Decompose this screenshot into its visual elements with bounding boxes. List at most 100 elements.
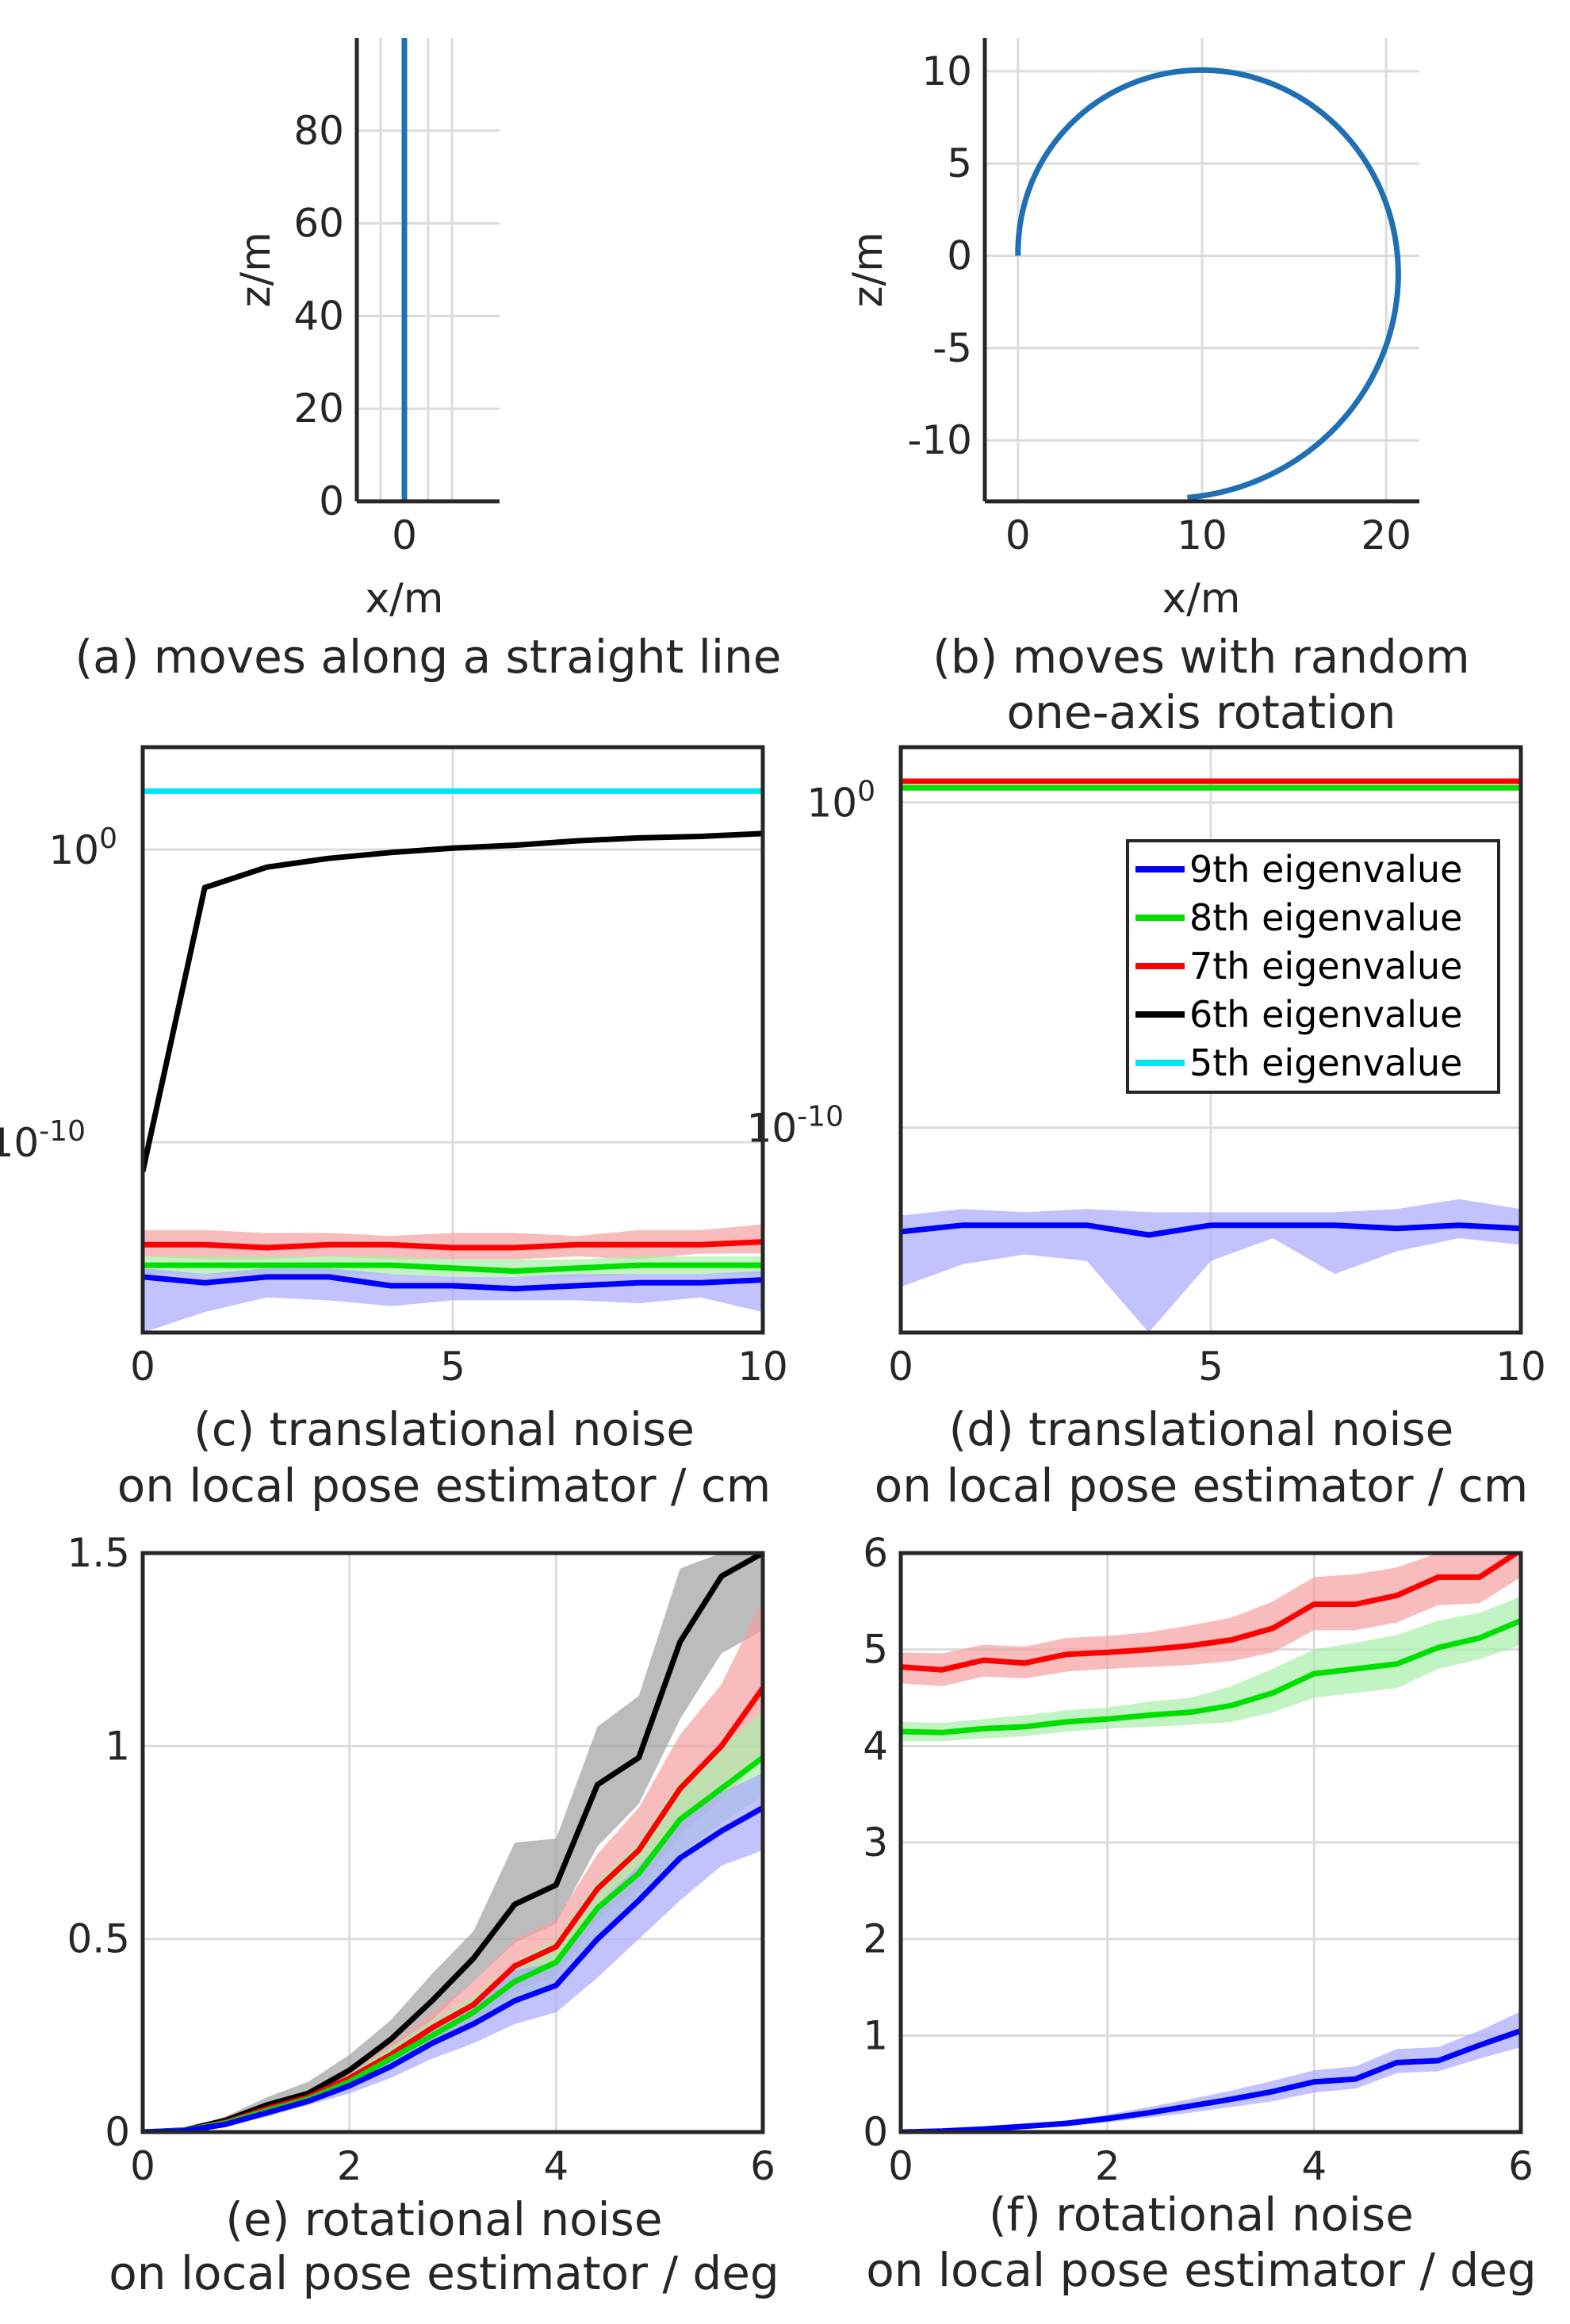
y-tick-label: -5 (932, 325, 972, 371)
caption-line: on local pose estimator / cm (117, 1459, 772, 1513)
band-7th-eigenvalue (901, 1553, 1521, 1686)
legend-label: 6th eigenvalue (1189, 993, 1462, 1036)
legend-box (1126, 839, 1500, 1094)
grid (357, 38, 500, 503)
x-tick-label: 10 (737, 1344, 788, 1390)
y-tick-label: 6 (863, 1530, 888, 1576)
series-9th-eigenvalue (901, 2027, 1521, 2132)
legend-label: 8th eigenvalue (1189, 896, 1462, 939)
y-tick-label: 1 (863, 2012, 888, 2058)
axes-box (140, 745, 765, 1335)
y-tick-label: -10 (907, 417, 972, 463)
band-8th-eigenvalue (901, 1596, 1521, 1742)
y-tick-label: 0 (105, 2109, 130, 2155)
y-tick-label: 60 (293, 201, 344, 247)
plot-area (143, 1553, 763, 2132)
band-7th-eigenvalue (143, 1224, 763, 1260)
axes-box (898, 1551, 1523, 2134)
caption-line: (e) rotational noise (225, 2192, 662, 2246)
legend-label: 5th eigenvalue (1189, 1041, 1462, 1084)
caption-line: on local pose estimator / deg (866, 2243, 1537, 2297)
y-tick-label: 2 (863, 1916, 888, 1962)
x-tick-label: 2 (1095, 2143, 1120, 2189)
band-9th-eigenvalue (143, 1773, 763, 2132)
x-tick-label: 20 (1361, 512, 1411, 558)
y-tick-label: 5 (863, 1627, 888, 1673)
series-9th-eigenvalue (143, 1274, 763, 1292)
y-axis-label: z/m (844, 232, 892, 307)
y-tick-label: 10-10 (0, 1115, 86, 1166)
legend-label: 7th eigenvalue (1189, 945, 1462, 988)
tick-labels: 0 0 20 40 60 80 (293, 108, 417, 558)
x-tick-label: 0 (130, 1344, 155, 1390)
plot-area (901, 778, 1521, 1333)
series-7th-eigenvalue (143, 1239, 763, 1251)
y-tick-label: 0 (319, 478, 344, 524)
panel-b: 0 10 20 10 5 0 -5 -10 x/m z/m (b) moves with rando… (844, 38, 1470, 739)
axes-box (898, 745, 1523, 1335)
caption: (a) moves along a straight line (75, 630, 782, 684)
plot-area (901, 1553, 1521, 2132)
plot-area (143, 788, 763, 1333)
y-axis-label: z/m (232, 232, 280, 307)
x-tick-label: 0 (130, 2143, 155, 2189)
y-tick-label: 0 (947, 233, 972, 279)
series-trajectory (1015, 67, 1401, 500)
axes (354, 38, 500, 504)
caption-line: (d) translational noise (949, 1402, 1454, 1456)
tick-labels: 0 2 4 6 0 0.5 1 1.5 (67, 1530, 775, 2189)
y-tick-label: 1 (105, 1723, 130, 1769)
panel-d: 0 5 10 100 10-10 9th eigenvalue 8th eigenvalue… (747, 745, 1546, 1513)
axes-box (140, 1551, 765, 2134)
y-tick-label: 4 (863, 1723, 888, 1769)
x-tick-label: 5 (440, 1344, 465, 1390)
caption-line: (a) moves along a straight line (75, 630, 782, 684)
x-tick-label: 4 (543, 2143, 569, 2189)
x-tick-label: 4 (1301, 2143, 1327, 2189)
caption-line: one-axis rotation (1007, 685, 1396, 739)
x-tick-label: 10 (1177, 512, 1227, 558)
y-tick-label: 100 (48, 823, 117, 873)
y-tick-label: 10-10 (747, 1101, 844, 1152)
x-tick-label: 0 (888, 1344, 913, 1390)
y-tick-label: 100 (806, 776, 875, 826)
tick-labels: 0 5 10 100 10-10 (0, 823, 788, 1390)
y-tick-label: 40 (293, 293, 344, 339)
series-6th-eigenvalue (143, 830, 763, 1172)
y-tick-label: 10 (921, 48, 972, 94)
caption-line: (c) translational noise (193, 1402, 695, 1456)
x-axis-label: x/m (1162, 575, 1241, 623)
tick-labels: 0 2 4 6 0 1 2 3 4 5 6 (863, 1530, 1534, 2189)
panel-a: 0 0 20 40 60 80 x/m z/m (a) moves along a straig… (75, 38, 782, 684)
series-7th-eigenvalue (901, 1553, 1521, 1673)
caption-line: (b) moves with random (932, 630, 1470, 684)
axes (898, 1551, 1523, 2134)
caption-line: on local pose estimator / deg (109, 2246, 779, 2300)
x-tick-label: 0 (1005, 512, 1031, 558)
y-tick-label: 0 (863, 2109, 888, 2155)
legend-label: 9th eigenvalue (1189, 848, 1462, 891)
x-axis-label: x/m (366, 575, 444, 623)
series-8th-eigenvalue (143, 1262, 763, 1274)
caption-line: (f) rotational noise (989, 2188, 1414, 2242)
series-9th-eigenvalue (901, 1222, 1521, 1238)
axes (140, 1551, 765, 2134)
legend: 9th eigenvalue 8th eigenvalue 7th eigenval… (1126, 839, 1500, 1094)
y-tick-label: 0.5 (67, 1916, 130, 1962)
axes (982, 38, 1419, 504)
x-tick-label: 0 (392, 512, 417, 558)
tick-labels: 0 5 10 100 10-10 (747, 776, 1546, 1390)
band-9th-eigenvalue (901, 1198, 1521, 1333)
x-tick-label: 0 (888, 2143, 913, 2189)
axes (898, 745, 1523, 1335)
y-tick-label: 20 (293, 385, 344, 431)
x-tick-label: 6 (750, 2143, 775, 2189)
series-9th-eigenvalue (143, 1805, 763, 2132)
y-tick-label: 5 (947, 140, 972, 186)
